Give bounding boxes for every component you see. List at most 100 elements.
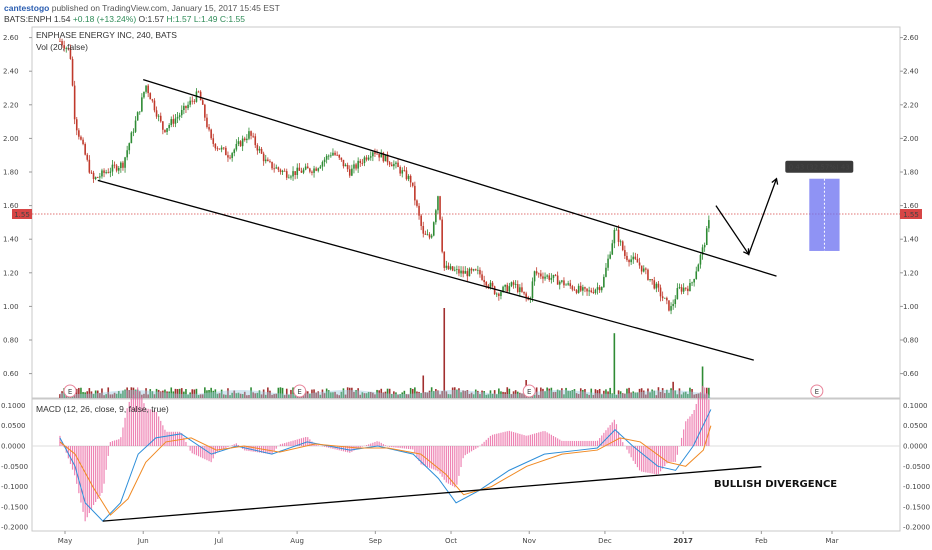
volume-bar: [157, 389, 160, 398]
candle-body: [632, 256, 635, 260]
volume-bar: [416, 391, 418, 398]
candle-body: [588, 290, 590, 292]
macd-histogram-bar: [521, 434, 523, 446]
candle-body: [292, 171, 294, 177]
macd-histogram-bar: [162, 425, 164, 446]
author-link[interactable]: cantestogo: [4, 3, 50, 13]
volume-bar: [281, 387, 284, 398]
volume-bar: [705, 387, 708, 398]
candle-body: [573, 289, 576, 291]
volume-bar: [355, 389, 357, 398]
macd-histogram-bar: [168, 431, 170, 446]
macd-histogram-bar: [603, 432, 605, 446]
macd-histogram-bar: [668, 446, 670, 462]
candle-body: [676, 288, 679, 300]
volume-bar: [533, 394, 536, 398]
candle-body: [321, 162, 324, 167]
macd-histogram-bar: [250, 446, 252, 452]
macd-histogram-bar: [78, 446, 80, 494]
volume-bar: [367, 391, 370, 398]
price-axis-label-right: 1.60: [903, 202, 919, 210]
candle-body: [348, 169, 351, 176]
macd-histogram-bar: [176, 431, 179, 446]
macd-histogram-bar: [586, 440, 588, 446]
volume-bar: [113, 392, 116, 398]
candle-body: [613, 230, 616, 244]
volume-bar: [260, 394, 263, 398]
macd-histogram-bar: [428, 446, 431, 468]
macd-histogram-bar: [439, 446, 441, 474]
volume-bar: [96, 390, 99, 398]
candle-body: [424, 233, 427, 235]
macd-histogram-bar: [573, 440, 576, 446]
candle-body: [176, 116, 179, 119]
volume-bar: [430, 387, 433, 398]
candle-body: [84, 144, 86, 155]
macd-histogram-bar: [695, 403, 697, 446]
volume-bar: [603, 390, 605, 398]
volume-bar: [336, 394, 338, 398]
macd-histogram-bar: [330, 446, 332, 449]
candle-body: [705, 228, 708, 246]
price-axis-label-left: 2.60: [3, 34, 19, 42]
macd-histogram-bar: [466, 446, 468, 454]
last-price-label-left: 1.55: [14, 211, 30, 219]
volume-bar: [353, 391, 355, 398]
volume-bar: [428, 390, 431, 398]
candle-body: [605, 267, 607, 277]
volume-bar: [645, 394, 647, 398]
volume-bar: [264, 394, 267, 398]
macd-histogram-bar: [454, 446, 456, 488]
volume-bar: [474, 389, 477, 398]
macd-histogram-bar: [288, 441, 290, 446]
volume-bar: [403, 390, 406, 398]
volume-bar: [334, 391, 336, 398]
macd-histogram-bar: [111, 441, 114, 446]
macd-histogram-bar: [494, 434, 496, 446]
volume-bar: [233, 390, 236, 398]
macd-histogram-bar: [353, 446, 355, 451]
macd-histogram-bar: [552, 435, 555, 446]
volume-bar: [283, 395, 286, 398]
candle-body: [340, 157, 343, 160]
candle-body: [384, 154, 387, 162]
macd-histogram-bar: [697, 397, 699, 446]
macd-histogram-bar: [105, 446, 107, 470]
candle-body: [699, 254, 702, 265]
macd-histogram-bar: [592, 440, 594, 446]
volume-bar: [164, 389, 166, 398]
volume-bar: [540, 387, 542, 398]
publish-line: cantestogo published on TradingView.com,…: [4, 3, 280, 13]
volume-bar: [502, 391, 504, 398]
macd-histogram-bar: [128, 401, 130, 446]
candle-body: [378, 153, 380, 158]
high-value: H:1.57: [166, 14, 192, 24]
macd-histogram-bar: [542, 431, 544, 446]
volume-bar: [338, 395, 341, 398]
volume-indicator-label: Vol (20, false): [36, 42, 88, 52]
macd-histogram-bar: [563, 440, 565, 446]
macd-axis-label-left: 0.0500: [1, 422, 26, 430]
volume-bar: [332, 392, 334, 398]
macd-histogram-bar: [97, 446, 99, 499]
macd-histogram-bar: [689, 416, 691, 446]
volume-bar: [456, 389, 458, 398]
candle-body: [67, 48, 70, 49]
macd-axis-label-right: -0.2000: [903, 524, 930, 532]
candle-body: [636, 258, 639, 263]
candle-body: [506, 284, 509, 292]
volume-bar: [554, 391, 557, 398]
macd-panel-frame: [31, 398, 901, 532]
candle-body: [208, 127, 210, 130]
volume-bar: [592, 394, 595, 398]
volume-bar: [273, 394, 275, 398]
macd-histogram-bar: [313, 443, 315, 446]
channel-lower-line: [97, 179, 754, 361]
close-value: C:1.55: [219, 14, 245, 24]
volume-bar: [510, 394, 513, 398]
macd-histogram-bar: [464, 446, 466, 456]
macd-histogram-bar: [212, 446, 214, 459]
candle-body: [552, 274, 555, 278]
candle-body: [395, 162, 397, 164]
